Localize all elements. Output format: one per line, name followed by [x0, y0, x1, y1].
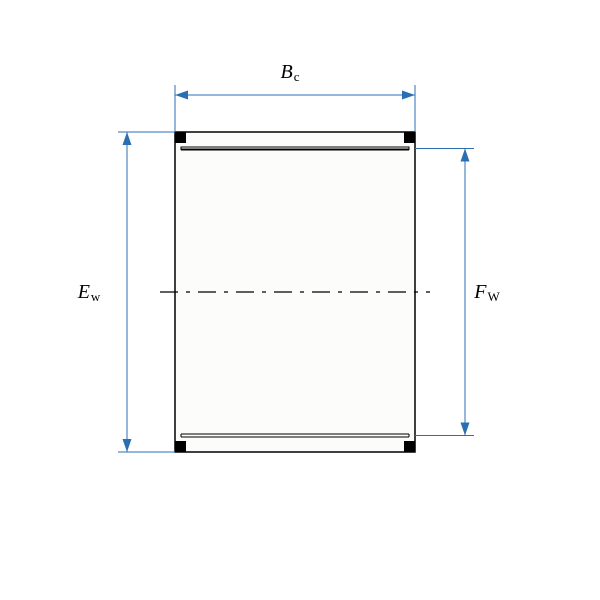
corner-square-1 [404, 132, 415, 143]
corner-square-3 [404, 441, 415, 452]
corner-square-0 [175, 132, 186, 143]
corner-square-2 [175, 441, 186, 452]
